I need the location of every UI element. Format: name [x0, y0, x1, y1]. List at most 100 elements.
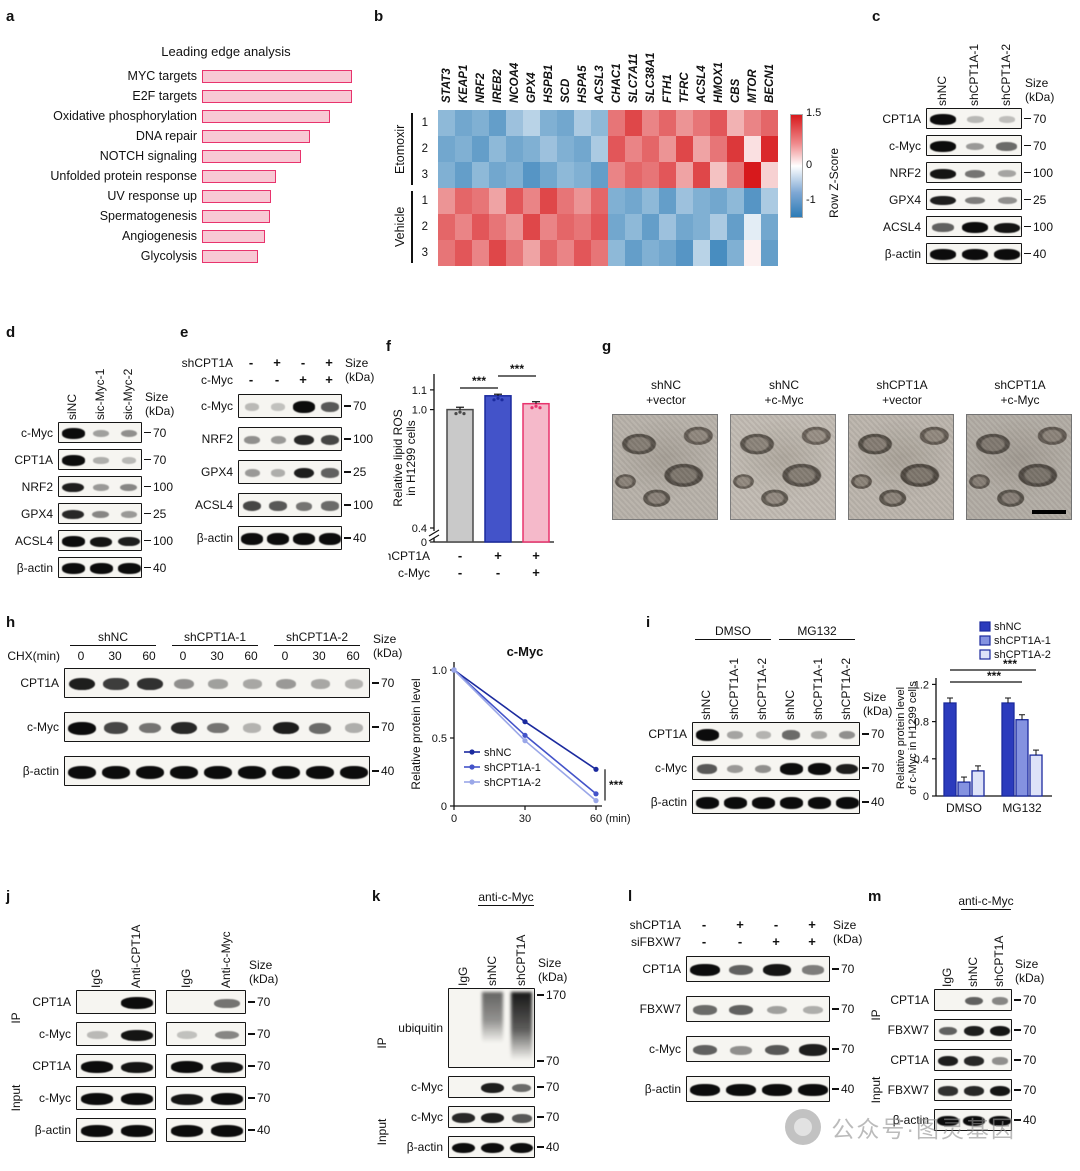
- kda: 170: [535, 988, 566, 1002]
- kda: 25: [1022, 193, 1046, 207]
- kda: 40: [342, 531, 366, 545]
- tick: [832, 1088, 839, 1090]
- heatmap-cell: [659, 188, 676, 214]
- div: shNC: [70, 630, 156, 646]
- div: [478, 905, 534, 907]
- blot-row: ACSL4 100: [6, 530, 178, 551]
- ab: CPT1A: [890, 993, 929, 1007]
- a-cat: UV response up: [107, 189, 197, 203]
- kda: 70: [1022, 112, 1046, 126]
- div: +vector: [882, 393, 922, 407]
- rot-lane: shNC: [699, 689, 713, 720]
- rot-lane: shCPT1A: [513, 934, 528, 986]
- coip-blot-cpt1a-cmyc: IgG Anti-CPT1A IgG Anti-c-Myc Size (kDa) IP CP…: [8, 892, 370, 1142]
- ab: β-actin: [650, 795, 687, 809]
- bar-row: Glycolysis: [6, 246, 352, 266]
- heatmap-cell: [710, 240, 727, 266]
- band: [276, 679, 296, 689]
- rect: [957, 781, 971, 797]
- heatmap-cell: [540, 188, 557, 214]
- tick: [344, 471, 351, 473]
- rot-lane: shNC: [484, 955, 499, 986]
- blot-membrane: [934, 1079, 1012, 1101]
- blot-membrane: [448, 1136, 535, 1158]
- text: 0: [923, 791, 929, 803]
- heatmap-cell: [659, 110, 676, 136]
- panel-i: i DMSO shNC shCPT1A-1 shCPT1A-2 MG132 shNC shC…: [646, 614, 1078, 886]
- blot-row: c-Myc 70: [6, 712, 394, 742]
- gene-label: SCD: [560, 78, 572, 103]
- band: [964, 169, 986, 178]
- western-blot-sicmyc: siNC sic-Myc-1 sic-Myc-2 Size (kDa) c-Myc 70 C…: [6, 330, 178, 578]
- blot-membrane: [238, 460, 342, 484]
- blot-row: CPT1A 70: [6, 449, 178, 470]
- heatmap-cell: [659, 162, 676, 188]
- blot-row: ubiquitin 170 70: [392, 988, 626, 1068]
- band: [994, 222, 1020, 233]
- sizelab: Size (kDa): [833, 918, 863, 947]
- western-blot-fbxw7: shCPT1A - + - + siFBXW7- - + + Size (kDa) CPT1A 70 F…: [628, 916, 868, 1102]
- heatmap-cell: [438, 110, 455, 136]
- blot-row: NRF2 100: [872, 162, 1076, 183]
- band: [270, 469, 286, 477]
- heatmap-cell: [455, 188, 472, 214]
- div: 0: [281, 649, 289, 663]
- heatmap-cell: [676, 136, 693, 162]
- div: +: [736, 917, 744, 932]
- kda: 25: [142, 507, 166, 521]
- panel-b: b STAT3 KEAP1 NRF2 IREB2 NCOA4 GPX4 HSPB1 SCD HS…: [374, 8, 870, 316]
- blot-membrane: [926, 162, 1022, 183]
- band: [139, 722, 161, 734]
- rot-lane: shCPT1A-1: [967, 43, 981, 106]
- heatmap-cell: [540, 214, 557, 240]
- kda: 70: [1012, 993, 1036, 1007]
- text: ***: [987, 669, 1001, 683]
- tick: [372, 770, 379, 772]
- watermark: 公众号·图灵基因: [785, 1109, 1016, 1145]
- heatmap-cell: [591, 110, 608, 136]
- panel-g: g shNC +vector shNC +c-Myc shCPT1A +vector shC…: [602, 338, 1078, 616]
- row-number: 2: [421, 221, 428, 233]
- em-micrograph: [966, 414, 1072, 520]
- kda: 70: [142, 453, 166, 467]
- heatmap-cell: [693, 188, 710, 214]
- band: [170, 1061, 204, 1073]
- div: DMSO: [695, 624, 771, 640]
- band: [726, 764, 744, 774]
- band: [293, 401, 315, 413]
- blot-membrane: [448, 988, 535, 1068]
- tick: [144, 512, 151, 515]
- heatmap-cell: [710, 110, 727, 136]
- blot-membrane: [58, 530, 142, 551]
- ab: c-Myc: [39, 1091, 71, 1105]
- tick: [372, 682, 379, 684]
- blot-row: NRF2 100: [6, 476, 178, 497]
- rot-lane: shNC: [935, 75, 949, 106]
- heatmap-cell: [625, 188, 642, 214]
- blot-membrane: [64, 712, 370, 742]
- heatmap-cell: [761, 188, 778, 214]
- heatmap-cell: [472, 188, 489, 214]
- div: 60: [142, 649, 156, 663]
- band: [481, 1082, 504, 1094]
- gene-label: GPX4: [526, 72, 538, 103]
- band: [62, 482, 85, 493]
- bar-row: NOTCH signaling: [6, 146, 352, 166]
- panel-m-label: m: [868, 888, 882, 905]
- div: +vector: [646, 393, 686, 407]
- a-cat: Unfolded protein response: [50, 169, 197, 183]
- colorbar-tick: -1: [806, 194, 816, 206]
- tick: [1014, 999, 1021, 1001]
- band: [762, 1084, 792, 1096]
- gene-label: ACSL4: [696, 65, 708, 103]
- band: [170, 721, 198, 735]
- kda: 25: [342, 465, 366, 479]
- blot-membrane: [58, 422, 142, 443]
- em-figure: shCPT1A +c-Myc: [966, 378, 1074, 520]
- div: -: [701, 934, 707, 949]
- blot-row: CPT1A 70: [886, 1049, 1078, 1071]
- ab: β-actin: [406, 1140, 443, 1154]
- band: [989, 1115, 1011, 1127]
- tick: [862, 801, 869, 803]
- circle: [534, 404, 538, 408]
